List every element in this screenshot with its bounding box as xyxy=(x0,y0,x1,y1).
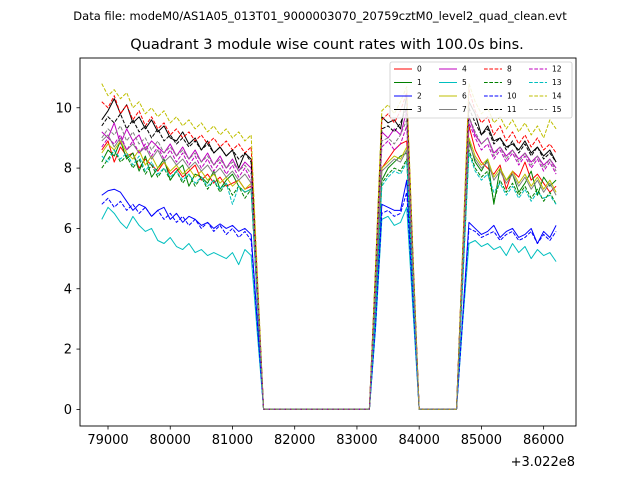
x-tick-label: 82000 xyxy=(274,433,315,448)
legend-item-12: 12 xyxy=(529,65,562,74)
legend-item-7: 7 xyxy=(439,105,467,114)
legend-label: 9 xyxy=(507,78,512,87)
legend-label: 10 xyxy=(507,92,517,101)
y-tick-label: 8 xyxy=(64,162,72,177)
series-line-2 xyxy=(101,179,557,410)
legend-item-5: 5 xyxy=(439,78,467,87)
legend-label: 7 xyxy=(462,105,467,114)
legend-label: 13 xyxy=(552,78,562,87)
legend-item-15: 15 xyxy=(529,105,562,114)
y-tick-label: 10 xyxy=(55,101,72,116)
legend-item-11: 11 xyxy=(484,105,517,114)
y-tick-label: 6 xyxy=(64,222,72,237)
legend-box xyxy=(389,61,573,119)
plot-frame xyxy=(79,57,577,427)
legend-label: 2 xyxy=(417,92,422,101)
chart-suptitle: Data file: modeM0/AS1A05_013T01_90000030… xyxy=(73,9,567,23)
series-line-14 xyxy=(101,83,557,410)
legend-label: 3 xyxy=(417,105,422,114)
series-line-4 xyxy=(101,110,557,410)
x-offset-label: +3.022e8 xyxy=(511,455,575,470)
legend-item-0: 0 xyxy=(394,65,422,74)
x-tick-label: 86000 xyxy=(523,433,564,448)
legend-label: 5 xyxy=(462,78,467,87)
series-line-1 xyxy=(101,140,557,410)
legend-item-1: 1 xyxy=(394,78,422,87)
legend-label: 8 xyxy=(507,65,512,74)
legend-label: 11 xyxy=(507,105,517,114)
y-tick-label: 4 xyxy=(64,282,72,297)
series-line-12 xyxy=(101,122,557,410)
y-tick-label: 2 xyxy=(64,343,72,358)
legend-label: 4 xyxy=(462,65,467,74)
series-line-15 xyxy=(101,116,557,410)
y-tick-label: 0 xyxy=(64,403,72,418)
legend-item-2: 2 xyxy=(394,92,422,101)
legend-item-8: 8 xyxy=(484,65,512,74)
legend-item-3: 3 xyxy=(394,105,422,114)
x-tick-label: 84000 xyxy=(398,433,439,448)
legend-item-6: 6 xyxy=(439,92,467,101)
series-layer xyxy=(101,83,557,410)
legend-label: 6 xyxy=(462,92,467,101)
series-line-9 xyxy=(101,149,557,410)
x-tick-label: 83000 xyxy=(336,433,377,448)
chart-title: Quadrant 3 module wise count rates with … xyxy=(130,37,524,53)
legend-label: 14 xyxy=(552,92,562,101)
legend-label: 15 xyxy=(552,105,562,114)
series-line-3 xyxy=(101,95,557,410)
x-tick-label: 80000 xyxy=(150,433,191,448)
legend-item-4: 4 xyxy=(439,65,467,74)
legend-label: 12 xyxy=(552,65,562,74)
legend-item-13: 13 xyxy=(529,78,562,87)
x-tick-label: 81000 xyxy=(212,433,253,448)
series-line-11 xyxy=(101,107,557,410)
legend-item-9: 9 xyxy=(484,78,512,87)
legend-item-14: 14 xyxy=(529,92,562,101)
legend-label: 0 xyxy=(417,65,422,74)
x-tick-label: 79000 xyxy=(87,433,128,448)
axis-layer: 79000 80000 81000 82000 83000 84000 85000 86000… xyxy=(55,101,564,448)
legend-label: 1 xyxy=(417,78,422,87)
series-line-13 xyxy=(101,149,557,410)
legend-item-10: 10 xyxy=(484,92,517,101)
series-line-5 xyxy=(101,206,557,410)
x-tick-label: 85000 xyxy=(461,433,502,448)
series-line-10 xyxy=(101,191,557,410)
series-line-0 xyxy=(101,125,557,410)
